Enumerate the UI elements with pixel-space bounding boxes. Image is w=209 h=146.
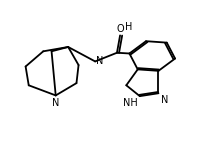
Text: N: N [52, 98, 59, 108]
Text: N: N [96, 57, 104, 66]
Text: N: N [161, 95, 168, 105]
Text: O: O [116, 24, 124, 34]
Text: H: H [125, 22, 133, 32]
Text: NH: NH [123, 98, 138, 108]
